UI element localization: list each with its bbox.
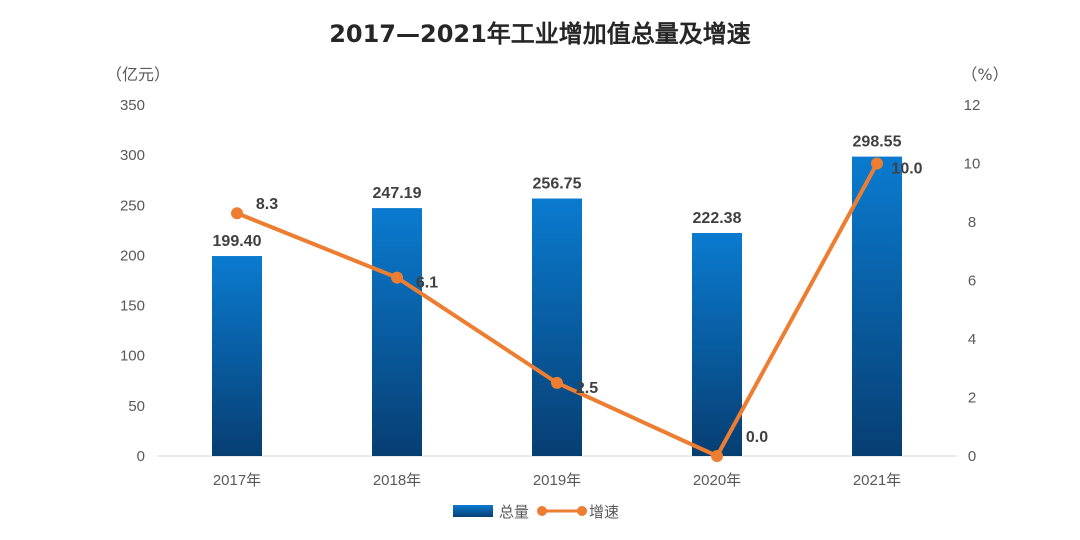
bar-2021年 bbox=[852, 156, 902, 457]
growth-point-2019年 bbox=[551, 376, 563, 389]
growth-point-2017年 bbox=[231, 207, 243, 220]
line-data-label: 6.1 bbox=[416, 275, 438, 292]
x-axis-tick: 2020年 bbox=[693, 472, 741, 489]
left-axis-tick: 350 bbox=[120, 97, 145, 114]
bar-data-label: 199.40 bbox=[213, 233, 262, 250]
bar-data-label: 222.38 bbox=[693, 210, 742, 227]
x-axis-tick: 2017年 bbox=[213, 472, 261, 489]
right-axis-tick: 12 bbox=[964, 97, 981, 114]
left-axis-tick: 100 bbox=[120, 348, 145, 365]
left-axis-tick: 50 bbox=[128, 398, 145, 415]
bar-data-label: 298.55 bbox=[853, 134, 902, 151]
growth-point-2020年 bbox=[711, 450, 723, 462]
left-axis-tick: 250 bbox=[120, 197, 145, 214]
growth-point-2018年 bbox=[391, 271, 403, 284]
left-axis-tick: 150 bbox=[120, 298, 145, 315]
right-axis-tick: 4 bbox=[968, 331, 976, 348]
right-axis-tick: 0 bbox=[968, 448, 976, 465]
left-axis-tick: 200 bbox=[120, 247, 145, 264]
chart-title: 2017—2021年工业增加值总量及增速 bbox=[329, 20, 751, 48]
legend-line-label: 增速 bbox=[589, 504, 619, 521]
growth-point-2021年 bbox=[871, 157, 883, 170]
legend-bar-label: 总量 bbox=[499, 504, 529, 521]
x-axis-tick: 2018年 bbox=[373, 472, 421, 489]
x-axis-tick: 2019年 bbox=[533, 472, 581, 489]
right-axis-tick: 8 bbox=[968, 214, 976, 231]
legend-line-marker bbox=[577, 506, 587, 516]
bar-2020年 bbox=[692, 232, 742, 456]
x-axis-tick: 2021年 bbox=[853, 472, 901, 489]
right-axis-tick: 2 bbox=[968, 390, 976, 407]
left-axis-tick: 0 bbox=[137, 448, 145, 465]
line-data-label: 10.0 bbox=[891, 161, 922, 178]
legend-bar-swatch bbox=[453, 505, 493, 517]
bar-2019年 bbox=[532, 198, 582, 457]
line-data-label: 0.0 bbox=[746, 429, 768, 446]
bar-2018年 bbox=[372, 208, 422, 456]
right-axis-unit: （%） bbox=[961, 65, 1008, 84]
legend-line-marker bbox=[537, 506, 547, 516]
line-data-label: 2.5 bbox=[576, 380, 598, 397]
right-axis-tick: 10 bbox=[964, 156, 981, 173]
bar-data-label: 256.75 bbox=[533, 176, 582, 193]
left-axis-unit: （亿元） bbox=[106, 65, 170, 84]
right-axis-tick: 6 bbox=[968, 273, 976, 290]
left-axis-tick: 300 bbox=[120, 147, 145, 164]
line-data-label: 8.3 bbox=[256, 196, 278, 213]
bar-2017年 bbox=[212, 256, 262, 456]
bar-data-label: 247.19 bbox=[373, 185, 422, 202]
